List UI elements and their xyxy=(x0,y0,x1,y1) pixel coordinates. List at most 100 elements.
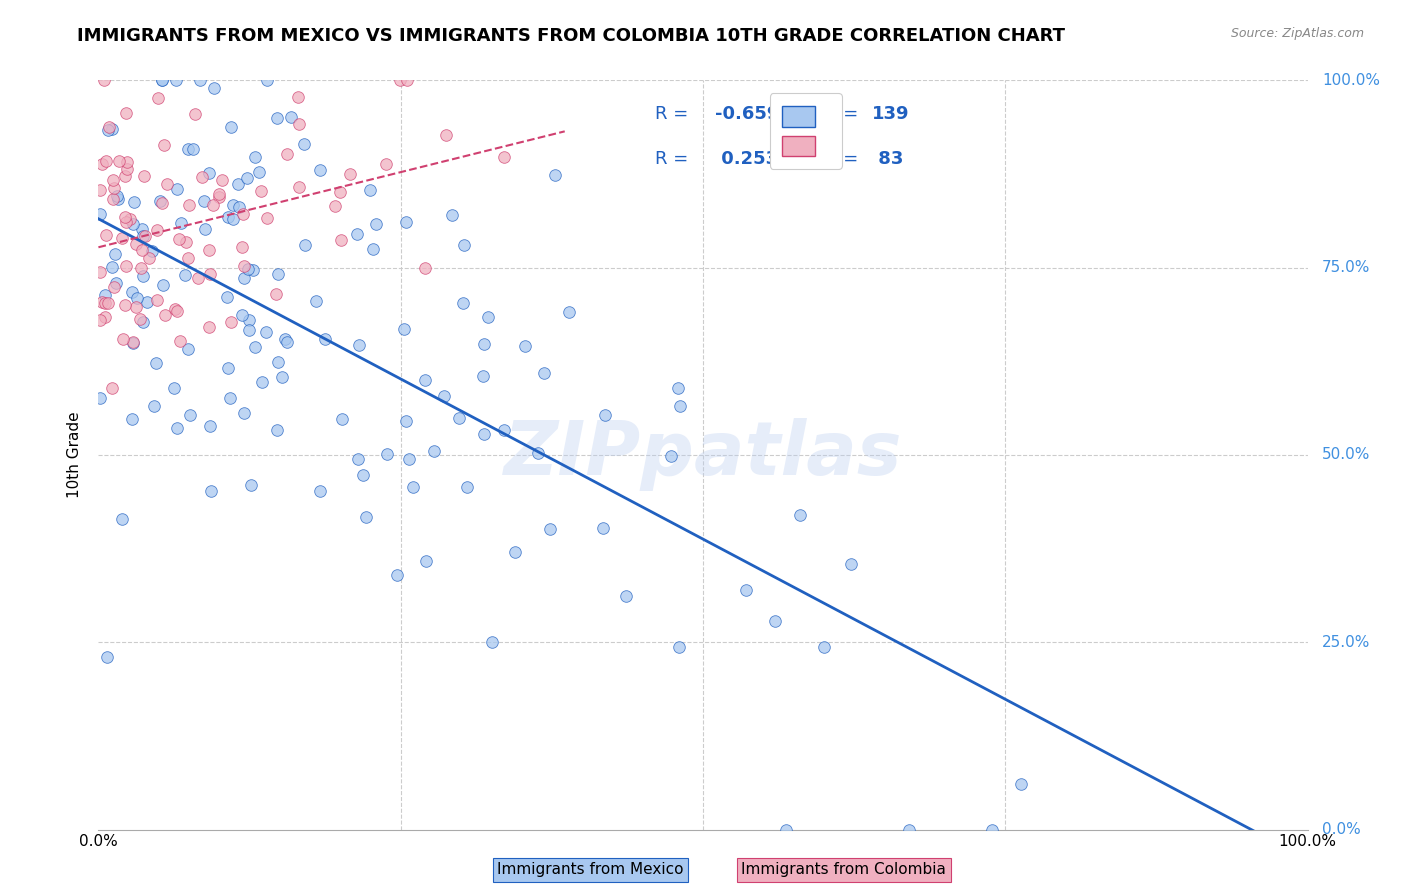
Text: Immigrants from Colombia: Immigrants from Colombia xyxy=(741,863,946,877)
Point xyxy=(254,326,277,340)
Text: 50.0%: 50.0% xyxy=(1322,448,1371,462)
Point xyxy=(181,142,204,156)
Point xyxy=(200,418,222,433)
Point xyxy=(375,447,398,461)
Point xyxy=(398,452,420,467)
Point xyxy=(163,381,186,395)
Point xyxy=(104,246,127,260)
Point xyxy=(105,188,128,202)
Point xyxy=(329,185,352,199)
Text: 0.0%: 0.0% xyxy=(1322,822,1361,837)
Point xyxy=(503,545,526,559)
Point xyxy=(135,295,157,310)
Point xyxy=(789,508,811,522)
Point xyxy=(219,120,242,135)
Point xyxy=(472,369,495,384)
Point xyxy=(114,169,136,184)
Point xyxy=(659,449,682,463)
Point xyxy=(194,222,217,236)
Point xyxy=(132,229,155,244)
Point xyxy=(167,231,190,245)
Point xyxy=(494,150,516,164)
Point xyxy=(114,106,136,120)
Point xyxy=(347,452,370,467)
Point xyxy=(150,73,173,87)
Point xyxy=(177,252,200,266)
Point xyxy=(1010,777,1032,791)
Point xyxy=(247,165,270,179)
Text: R =: R = xyxy=(655,105,693,123)
Point xyxy=(104,276,127,290)
Point xyxy=(433,389,456,403)
Point xyxy=(239,478,262,492)
Point xyxy=(100,121,122,136)
Point xyxy=(775,822,797,837)
Point xyxy=(423,444,446,458)
Point xyxy=(197,244,219,258)
Text: N =: N = xyxy=(824,105,863,123)
Point xyxy=(93,288,115,302)
Point xyxy=(183,106,205,120)
Text: 83: 83 xyxy=(872,150,904,168)
Point xyxy=(396,73,419,87)
Point xyxy=(121,335,143,350)
Point xyxy=(763,614,786,628)
Point xyxy=(188,73,211,87)
Point xyxy=(166,304,188,318)
Point xyxy=(309,483,332,498)
Point xyxy=(211,173,233,187)
Text: Source: ZipAtlas.com: Source: ZipAtlas.com xyxy=(1230,27,1364,40)
Point xyxy=(287,90,309,104)
Point xyxy=(166,182,188,196)
Point xyxy=(366,217,388,231)
Point xyxy=(112,332,135,346)
Point xyxy=(395,215,418,229)
Point xyxy=(242,262,264,277)
Point xyxy=(125,301,148,315)
Point xyxy=(347,337,370,351)
Point xyxy=(114,211,136,225)
Point xyxy=(276,146,298,161)
Point xyxy=(93,73,115,87)
Point xyxy=(266,111,288,125)
Point xyxy=(131,243,153,257)
Point xyxy=(222,197,245,211)
Point xyxy=(453,238,475,252)
Point xyxy=(90,157,112,171)
Point xyxy=(217,361,239,376)
Point xyxy=(98,120,121,134)
Point xyxy=(413,261,436,276)
Point xyxy=(131,221,153,235)
Point xyxy=(111,512,134,526)
Point xyxy=(146,223,169,237)
Point xyxy=(217,290,239,304)
Point xyxy=(165,301,187,316)
Point xyxy=(152,278,174,293)
Point xyxy=(813,640,835,654)
Text: 100.0%: 100.0% xyxy=(1322,73,1381,87)
Point xyxy=(89,312,111,326)
Point xyxy=(108,154,131,169)
Point xyxy=(228,200,250,214)
Point xyxy=(232,259,254,273)
Point xyxy=(314,332,336,346)
Point xyxy=(177,342,200,356)
Point xyxy=(363,242,385,256)
Text: 25.0%: 25.0% xyxy=(1322,635,1371,649)
Point xyxy=(392,322,415,336)
Point xyxy=(668,640,690,655)
Point xyxy=(266,423,288,437)
Point xyxy=(233,270,256,285)
Point xyxy=(232,406,254,420)
Point xyxy=(177,142,200,156)
Point xyxy=(245,340,267,354)
Point xyxy=(614,589,637,603)
Point xyxy=(200,268,222,282)
Point xyxy=(197,166,219,180)
Point xyxy=(94,310,117,324)
Point xyxy=(124,237,146,252)
Point xyxy=(94,154,117,169)
Point xyxy=(292,137,315,152)
Point xyxy=(472,427,495,442)
Point xyxy=(115,154,138,169)
